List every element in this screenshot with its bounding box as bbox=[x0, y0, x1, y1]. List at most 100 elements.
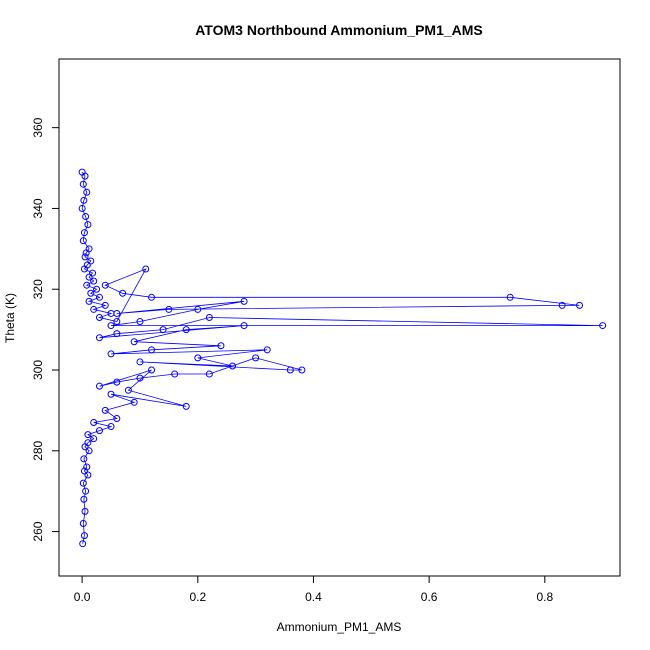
data-point bbox=[78, 204, 86, 212]
y-tick-label: 360 bbox=[31, 117, 45, 137]
data-point bbox=[113, 330, 121, 338]
data-point bbox=[95, 382, 103, 390]
data-point bbox=[182, 326, 190, 334]
data-point bbox=[599, 322, 607, 330]
data-point bbox=[107, 390, 115, 398]
data-point bbox=[148, 346, 156, 354]
data-point bbox=[148, 366, 156, 374]
data-point bbox=[90, 435, 98, 443]
data-point bbox=[95, 334, 103, 342]
data-point bbox=[506, 293, 514, 301]
data-point bbox=[81, 507, 89, 515]
data-point bbox=[252, 354, 260, 362]
x-tick-label: 0.6 bbox=[421, 590, 438, 604]
data-point bbox=[80, 532, 88, 540]
data-point bbox=[113, 318, 121, 326]
data-point bbox=[79, 180, 87, 188]
data-point bbox=[79, 519, 87, 527]
series-line bbox=[81, 171, 603, 544]
data-point bbox=[136, 374, 144, 382]
data-point bbox=[80, 196, 88, 204]
data-point bbox=[165, 305, 173, 313]
data-point bbox=[80, 455, 88, 463]
data-point bbox=[81, 253, 89, 261]
y-tick-label: 320 bbox=[31, 279, 45, 299]
data-point bbox=[79, 479, 87, 487]
x-tick-label: 0.0 bbox=[74, 590, 91, 604]
y-tick-label: 280 bbox=[31, 440, 45, 460]
data-point bbox=[84, 431, 92, 439]
y-tick-label: 340 bbox=[31, 198, 45, 218]
data-point bbox=[107, 322, 115, 330]
data-point bbox=[263, 346, 271, 354]
x-tick-label: 0.4 bbox=[305, 590, 322, 604]
data-point bbox=[87, 289, 95, 297]
data-point bbox=[83, 463, 91, 471]
data-point bbox=[95, 427, 103, 435]
data-point bbox=[558, 301, 566, 309]
data-point bbox=[101, 281, 109, 289]
data-point bbox=[576, 301, 584, 309]
data-point bbox=[159, 326, 167, 334]
chart-title: ATOM3 Northbound Ammonium_PM1_AMS bbox=[195, 22, 483, 38]
data-point bbox=[217, 342, 225, 350]
data-point bbox=[82, 487, 90, 495]
y-tick-label: 260 bbox=[31, 521, 45, 541]
data-point bbox=[298, 366, 306, 374]
data-point bbox=[101, 406, 109, 414]
data-point bbox=[194, 305, 202, 313]
data-point bbox=[205, 314, 213, 321]
data-point bbox=[79, 540, 87, 548]
data-point bbox=[90, 419, 98, 427]
data-point bbox=[130, 338, 138, 346]
data-point bbox=[81, 172, 89, 180]
data-point bbox=[85, 273, 93, 281]
data-point bbox=[93, 285, 101, 293]
y-tick-label: 300 bbox=[31, 360, 45, 380]
data-point bbox=[79, 237, 87, 245]
y-axis-label: Theta (K) bbox=[3, 293, 17, 343]
data-point bbox=[82, 249, 90, 257]
data-point bbox=[90, 277, 98, 285]
x-tick-label: 0.2 bbox=[189, 590, 206, 604]
data-point bbox=[85, 447, 93, 455]
data-point bbox=[85, 297, 93, 305]
series-layer bbox=[78, 168, 607, 548]
data-point bbox=[95, 293, 103, 301]
data-point bbox=[136, 358, 144, 366]
data-point bbox=[229, 362, 237, 370]
data-point bbox=[107, 423, 115, 431]
data-point bbox=[95, 314, 103, 321]
data-point bbox=[136, 318, 144, 326]
y-axis: 260 280 300 320 340 360 bbox=[31, 117, 60, 542]
data-point bbox=[240, 297, 248, 305]
data-point bbox=[80, 495, 88, 503]
data-point bbox=[119, 289, 127, 297]
data-point bbox=[142, 265, 150, 273]
x-axis: 0.0 0.2 0.4 0.6 0.8 bbox=[74, 575, 553, 604]
data-point bbox=[84, 471, 92, 479]
data-point bbox=[80, 265, 88, 273]
data-point bbox=[80, 229, 88, 237]
data-point bbox=[124, 386, 132, 394]
data-point bbox=[113, 414, 121, 422]
data-point bbox=[194, 354, 202, 362]
data-point bbox=[90, 305, 98, 313]
data-point bbox=[182, 402, 190, 410]
data-point bbox=[80, 467, 88, 475]
data-point bbox=[82, 213, 90, 221]
data-point bbox=[130, 398, 138, 406]
x-tick-label: 0.8 bbox=[536, 590, 553, 604]
x-axis-label: Ammonium_PM1_AMS bbox=[277, 620, 402, 634]
data-point bbox=[107, 350, 115, 358]
data-point bbox=[113, 378, 121, 386]
data-point bbox=[148, 293, 156, 301]
data-point bbox=[205, 370, 213, 378]
plot-frame bbox=[58, 58, 621, 577]
data-point bbox=[101, 301, 109, 309]
data-point bbox=[113, 309, 121, 317]
data-point bbox=[83, 281, 91, 289]
data-point bbox=[84, 221, 92, 229]
